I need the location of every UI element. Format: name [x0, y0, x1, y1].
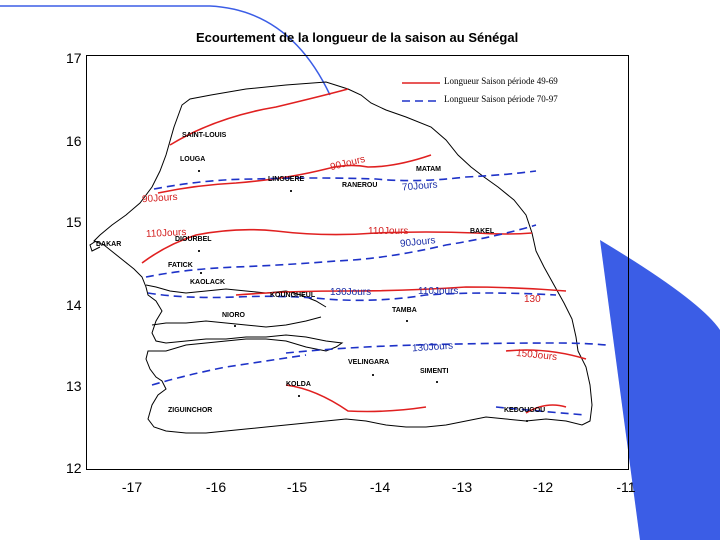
city-label-saint-louis: SAINT-LOUIS	[182, 132, 227, 139]
city-marker	[198, 250, 200, 252]
isoline-red	[505, 349, 587, 360]
decorative-side-block	[600, 240, 720, 540]
decorative-curve	[0, 5, 331, 96]
city-label-kolda: KOLDA	[286, 381, 311, 388]
legend-swatch-dashed	[402, 100, 440, 102]
city-label-fatick: FATICK	[168, 262, 193, 269]
isoline-red	[525, 404, 567, 414]
city-label-matam: MATAM	[416, 166, 442, 173]
city-label-ziguinchor: ZIGUINCHOR	[168, 407, 213, 414]
y-tick-label: 14	[66, 297, 82, 313]
legend-label: Longueur Saison période 70-97	[444, 94, 558, 104]
map-border	[86, 55, 629, 470]
isoline-blue	[151, 354, 307, 386]
city-label-tamba: TAMBA	[392, 307, 417, 314]
y-tick-label: 12	[66, 460, 82, 476]
city-label-bakel: BAKEL	[470, 228, 495, 235]
y-tick-label: 16	[66, 133, 82, 149]
city-label-dakar: DAKAR	[96, 241, 122, 248]
city-marker	[234, 325, 236, 327]
city-label-nioro: NIORO	[222, 312, 245, 319]
isoline-red	[157, 154, 432, 194]
legend-swatch-solid	[402, 82, 440, 84]
isoline-red	[285, 384, 427, 413]
city-label-koungheul: KOUNGHEUL	[270, 292, 316, 299]
legend-item: Longueur Saison période 49-69	[400, 76, 620, 90]
senegal-outline	[93, 81, 593, 434]
x-tick-label: -11	[616, 479, 636, 495]
isoline-red	[235, 286, 567, 296]
isoline-label: 110Jours	[368, 226, 409, 237]
y-tick-label: 15	[66, 214, 82, 230]
x-tick-label: -14	[369, 479, 391, 495]
isoline-label: 130Jours	[330, 287, 372, 298]
city-marker	[372, 374, 374, 376]
chart-title: Ecourtement de la longueur de la saison …	[196, 30, 519, 45]
x-tick-label: -17	[121, 479, 143, 495]
city-marker	[526, 420, 528, 422]
isoline-blue	[145, 224, 537, 278]
isoline-label: 110Jours	[145, 226, 187, 241]
isoline-red	[141, 228, 533, 264]
city-marker	[298, 395, 300, 397]
isoline-label: 110Jours	[418, 286, 459, 297]
city-label-kaolack: KAOLACK	[190, 279, 225, 286]
city-label-kedougou: KEDOUGOU	[504, 407, 546, 414]
city-label-simenti: SIMENTI	[420, 368, 449, 375]
city-marker	[198, 170, 200, 172]
isoline-blue	[495, 406, 587, 416]
city-marker	[290, 190, 292, 192]
x-tick-label: -16	[205, 479, 227, 495]
gambia-border	[151, 316, 322, 328]
city-marker	[406, 320, 408, 322]
y-tick-label: 13	[66, 378, 82, 394]
isoline-red	[169, 88, 349, 146]
map-canvas	[86, 55, 629, 470]
x-tick-label: -13	[451, 479, 473, 495]
x-tick-label: -15	[286, 479, 308, 495]
isoline-blue	[147, 292, 557, 302]
legend-item: Longueur Saison période 70-97	[400, 94, 620, 108]
city-marker	[436, 381, 438, 383]
legend: Longueur Saison période 49-69 Longueur S…	[400, 74, 620, 110]
city-marker	[200, 272, 202, 274]
y-tick-label: 17	[66, 50, 82, 66]
isoline-blue	[285, 342, 607, 354]
city-label-ranerou: RANEROU	[342, 182, 378, 189]
x-tick-label: -12	[532, 479, 554, 495]
legend-label: Longueur Saison période 49-69	[444, 76, 558, 86]
city-label-diourbel: DIOURBEL	[175, 236, 212, 243]
city-label-louga: LOUGA	[180, 156, 206, 163]
cap-vert-peninsula	[89, 240, 101, 252]
isoline-label: 130	[524, 294, 541, 305]
isoline-blue	[153, 170, 537, 190]
city-label-velingara: VELINGARA	[348, 359, 390, 366]
gambia-border	[145, 284, 327, 308]
city-label-linguere: LINGUERE	[268, 176, 305, 183]
